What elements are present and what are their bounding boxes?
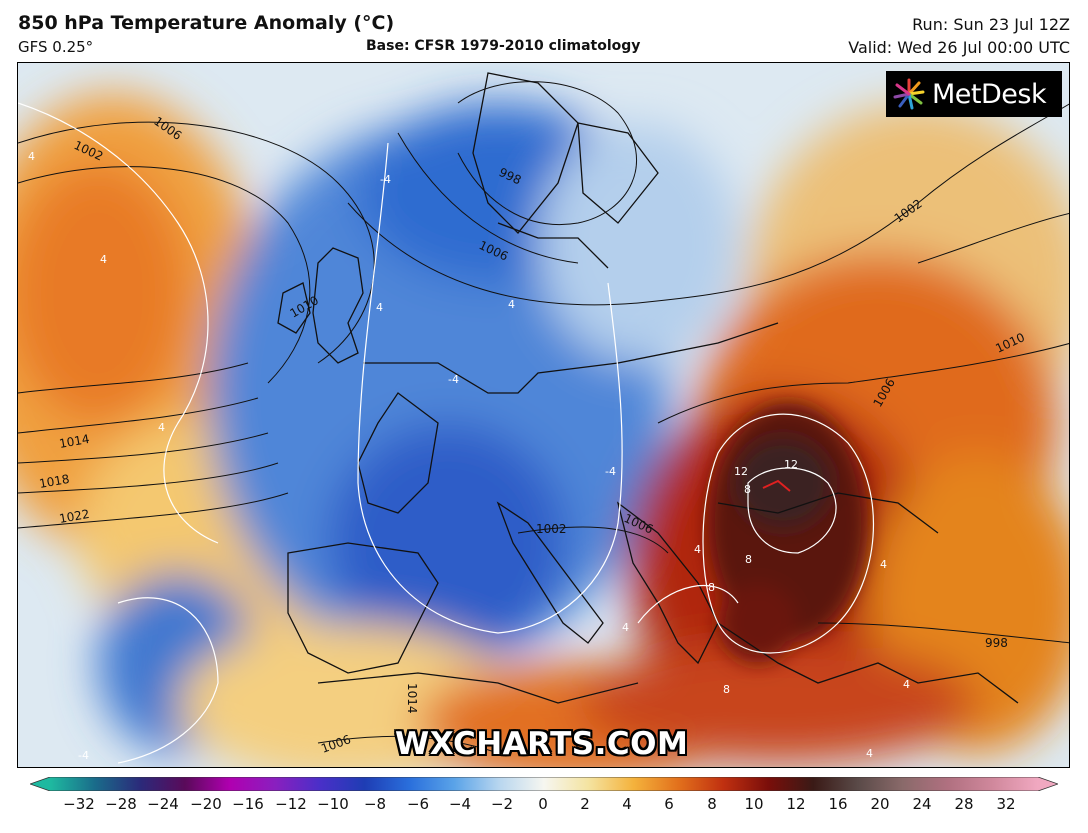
run-time-label: Run: Sun 23 Jul 12Z [912,15,1070,34]
colorbar-tick: −24 [147,795,179,813]
colorbar-tick: −32 [63,795,95,813]
isobar-label: 1018 [38,472,71,491]
colorbar-tick: 24 [912,795,932,813]
colorbar-tick: −20 [190,795,222,813]
colorbar-tick: −16 [232,795,264,813]
colorbar-tick: 12 [786,795,806,813]
colorbar-tick: 32 [996,795,1016,813]
anomaly-label: 4 [866,747,873,760]
anomaly-label: 12 [784,458,798,471]
metdesk-logo: MetDesk [886,71,1062,117]
valid-time-label: Valid: Wed 26 Jul 00:00 UTC [848,38,1070,57]
isobar-label: 1014 [58,432,91,451]
anomaly-label: 8 [745,553,752,566]
anomaly-label-group: 4 4 4 -4 4 -4 4 -4 4 12 12 8 8 8 8 4 4 4… [28,150,910,762]
climatology-base-label: Base: CFSR 1979-2010 climatology [366,38,641,54]
anomaly-field [18,93,1069,767]
colorbar-tick: 6 [664,795,674,813]
anomaly-label: -4 [380,173,391,186]
anomaly-label: 4 [28,150,35,163]
model-label: GFS 0.25° [18,38,94,56]
colorbar-tick: 20 [870,795,890,813]
isobar-label: 1002 [536,522,567,536]
colorbar-tick: 4 [622,795,632,813]
anomaly-label: -4 [448,373,459,386]
colorbar-tick: 8 [707,795,717,813]
colorbar-tick: 28 [954,795,974,813]
colorbar-tick: −4 [448,795,472,813]
colorbar-tick: −6 [406,795,430,813]
anomaly-label: 4 [100,253,107,266]
colorbar-tick: −12 [275,795,307,813]
anomaly-contour-lines [18,102,874,764]
anomaly-map: 1006 1002 1006 998 1010 1014 1018 1022 1… [17,62,1070,768]
colorbar-tick: 2 [580,795,590,813]
colorbar-tick: −8 [363,795,387,813]
colorbar-ramp [30,777,1058,791]
anomaly-label: -4 [78,749,89,762]
colorbar-tick: 16 [828,795,848,813]
anomaly-label: 4 [158,421,165,434]
coastlines [277,72,1019,704]
anomaly-label: -4 [605,465,616,478]
anomaly-label: 4 [376,301,383,314]
colorbar-tick: 0 [538,795,548,813]
chart-title: 850 hPa Temperature Anomaly (°C) [18,12,395,34]
isobar-label: 1022 [58,507,91,526]
colorbar-tick: −2 [490,795,514,813]
anomaly-label: 8 [723,683,730,696]
anomaly-label: 8 [744,483,751,496]
sunburst-logo-icon [893,78,925,110]
anomaly-label: 12 [734,465,748,478]
anomaly-label: 4 [508,298,515,311]
colorbar-tick: −10 [317,795,349,813]
colorbar [30,777,1058,791]
colorbar-tick: −28 [105,795,137,813]
anomaly-label: 4 [880,558,887,571]
isobar-lines [18,81,1069,754]
isobar-label: 1014 [405,683,419,714]
anomaly-label: 8 [708,581,715,594]
cyclone-marker [762,479,791,492]
anomaly-label: 4 [903,678,910,691]
map-canvas: 1006 1002 1006 998 1010 1014 1018 1022 1… [18,63,1069,767]
colorbar-tick: 10 [744,795,764,813]
anomaly-label: 4 [694,543,701,556]
watermark: WXCHARTS.COM [395,726,689,762]
isobar-label: 998 [985,636,1008,650]
anomaly-label: 4 [622,621,629,634]
logo-text: MetDesk [932,78,1047,110]
colorbar-ticks: −32 −28 −24 −20 −16 −12 −10 −8 −6 −4 −2 … [0,795,1088,819]
